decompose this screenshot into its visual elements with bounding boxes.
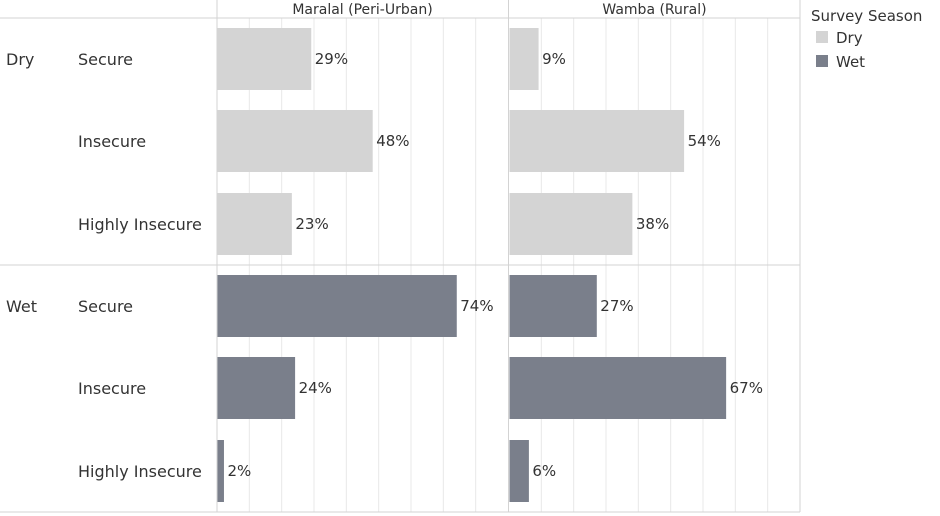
bar	[509, 28, 539, 90]
category-label: Highly Insecure	[78, 462, 202, 481]
group-label: Wet	[6, 297, 37, 316]
panel-title: Wamba (Rural)	[602, 2, 706, 18]
category-labels: Secure Insecure Highly Insecure Secure Insec…	[78, 50, 202, 481]
legend: Survey Season Dry Wet	[811, 7, 922, 71]
data-label: 38%	[636, 215, 669, 233]
legend-label: Wet	[836, 53, 865, 71]
data-label: 6%	[532, 462, 556, 480]
bar	[509, 275, 597, 337]
group-label: Dry	[6, 50, 34, 69]
category-label: Secure	[78, 50, 133, 69]
bar	[217, 110, 373, 172]
data-label: 9%	[542, 50, 566, 68]
legend-swatch	[816, 31, 828, 43]
bar	[217, 275, 457, 337]
data-label: 23%	[295, 215, 328, 233]
grid-layer	[0, 0, 801, 513]
bar	[217, 357, 296, 419]
data-label: 67%	[730, 379, 763, 397]
category-label: Insecure	[78, 132, 146, 151]
category-label: Insecure	[78, 379, 146, 398]
category-label: Highly Insecure	[78, 215, 202, 234]
legend-title: Survey Season	[811, 7, 922, 25]
bar	[509, 110, 685, 172]
group-labels: Dry Wet	[6, 50, 37, 316]
value-labels: 29% 9% 48% 54% 23% 38% 74% 27% 24% 67% 2% 6%	[227, 50, 763, 480]
data-label: 29%	[315, 50, 348, 68]
data-label: 48%	[376, 132, 409, 150]
panel-titles: Maralal (Peri-Urban) Wamba (Rural)	[292, 2, 706, 18]
data-label: 2%	[227, 462, 251, 480]
legend-swatch	[816, 55, 828, 67]
legend-label: Dry	[836, 29, 863, 47]
data-label: 74%	[460, 297, 493, 315]
data-label: 24%	[299, 379, 332, 397]
bar	[217, 28, 312, 90]
bar	[509, 440, 529, 502]
bar	[217, 193, 292, 255]
bar	[217, 440, 224, 502]
bar	[509, 357, 727, 419]
data-label: 54%	[688, 132, 721, 150]
bars	[217, 28, 727, 502]
bar	[509, 193, 633, 255]
panel-title: Maralal (Peri-Urban)	[292, 2, 432, 18]
category-label: Secure	[78, 297, 133, 316]
data-label: 27%	[600, 297, 633, 315]
